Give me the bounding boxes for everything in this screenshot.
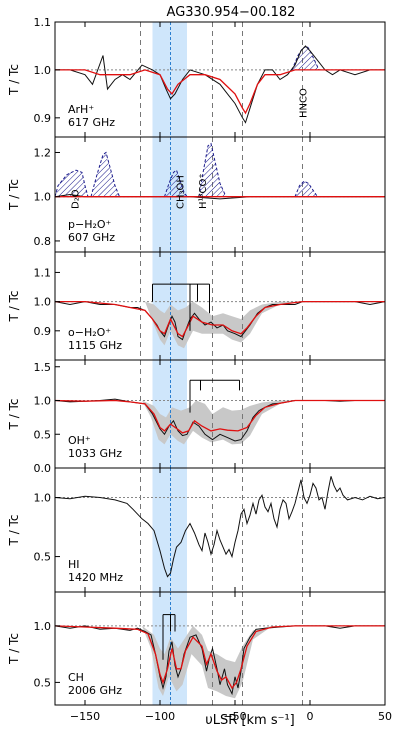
species-label: 2006 GHz	[68, 684, 122, 697]
species-label: p−H₂O⁺	[68, 218, 112, 231]
panel-frame	[54, 591, 386, 706]
x-tick-label: −150	[70, 710, 100, 723]
y-tick-label: 1.1	[34, 266, 52, 279]
panel-plot-area	[55, 468, 385, 592]
model-line	[55, 69, 385, 115]
species-label: 1420 MHz	[68, 571, 123, 584]
emission-feature-outline	[198, 142, 227, 197]
y-tick-label: 1.0	[34, 620, 52, 633]
species-label: HI	[68, 558, 80, 571]
species-label: 1033 GHz	[68, 447, 122, 460]
y-tick-label: 1.1	[34, 16, 52, 29]
x-axis-label: υLSR [km s⁻¹]	[205, 713, 295, 728]
emission-feature-fill	[164, 170, 187, 197]
emission-feature-outline	[294, 180, 318, 197]
y-axis-label: T / Tc	[7, 633, 21, 665]
y-axis-label: T / Tc	[7, 515, 21, 547]
spectrum-line	[55, 476, 385, 578]
annotation-label: HNCO	[299, 88, 310, 118]
species-label: OH⁺	[68, 434, 91, 447]
y-tick-label: 1.0	[34, 395, 52, 408]
y-tick-label: 1.5	[34, 361, 52, 374]
x-axis: −150 −100 −50 0 50	[70, 710, 392, 723]
y-tick-label: 1.0	[34, 492, 52, 505]
y-tick-label: 1.0	[34, 296, 52, 309]
y-tick-label: 0.9	[34, 325, 52, 338]
species-label: CH	[68, 671, 84, 684]
y-tick-label: 1.0	[34, 64, 52, 77]
annotation-label: H¹³CO⁺	[198, 173, 209, 209]
species-label: 617 GHz	[68, 116, 115, 129]
annotation-label: D₂O	[71, 189, 82, 209]
emission-feature-fill	[91, 152, 120, 197]
y-tick-label: 0.0	[34, 462, 52, 475]
panel-plot-area	[55, 22, 385, 137]
y-tick-label: 0.8	[34, 235, 52, 248]
y-axis-label: T / Tc	[7, 179, 21, 211]
panel-plot-area	[55, 137, 385, 252]
velocity-band	[152, 22, 187, 137]
annotation-label: CH₃OH	[176, 175, 187, 209]
emission-feature-outline	[291, 45, 320, 71]
panel-plot-area	[55, 360, 385, 468]
panel-plot-area	[55, 252, 385, 360]
panel-o-h2o-: 0.9 1.0 1.1 T / Tc o−H₂O⁺1115 GHz	[7, 251, 386, 361]
emission-feature-fill	[292, 46, 319, 70]
emission-feature-fill	[199, 143, 226, 197]
chart-title: AG330.954−00.182	[167, 5, 296, 20]
y-axis-label: T / Tc	[7, 399, 21, 431]
y-tick-label: 0.5	[34, 676, 52, 689]
emission-feature-fill	[295, 181, 318, 197]
y-tick-label: 0.5	[34, 428, 52, 441]
species-label: 1115 GHz	[68, 339, 122, 352]
model-line	[55, 399, 385, 434]
x-tick-label: −50	[223, 710, 246, 723]
spectrum-line	[55, 45, 385, 124]
panel-oh-: 0.0 0.5 1.0 1.5 T / Tc OH⁺1033 GHz	[7, 359, 386, 475]
panels: HNCO 0.9 1.0 1.1 T / Tc ArH⁺617 GHz D₂O CH₃OH H¹…	[7, 16, 386, 706]
panel-p-h2o-: D₂O CH₃OH H¹³CO⁺ 0.8 1.0 1.2 T / Tc p−H₂O⁺607 G…	[7, 136, 386, 253]
velocity-band	[152, 468, 187, 592]
species-label: o−H₂O⁺	[68, 326, 111, 339]
model-line	[55, 300, 385, 338]
panel-arh-: HNCO 0.9 1.0 1.1 T / Tc ArH⁺617 GHz	[7, 16, 386, 138]
emission-feature-outline	[55, 169, 89, 197]
species-label: ArH⁺	[68, 103, 94, 116]
y-tick-label: 1.0	[34, 191, 52, 204]
species-label: 607 GHz	[68, 231, 115, 244]
y-tick-label: 1.2	[34, 146, 52, 159]
y-tick-label: 0.5	[34, 551, 52, 564]
model-line	[55, 625, 385, 690]
x-tick-label: −100	[145, 710, 175, 723]
x-tick-label: 50	[378, 710, 392, 723]
panel-plot-area	[55, 592, 385, 705]
y-axis-label: T / Tc	[7, 64, 21, 96]
emission-feature-outline	[164, 169, 188, 197]
emission-feature-fill	[55, 170, 88, 197]
y-tick-label: 0.9	[34, 112, 52, 125]
y-axis-label: T / Tc	[7, 291, 21, 323]
emission-feature-outline	[90, 151, 120, 197]
x-tick-label: 0	[307, 710, 314, 723]
